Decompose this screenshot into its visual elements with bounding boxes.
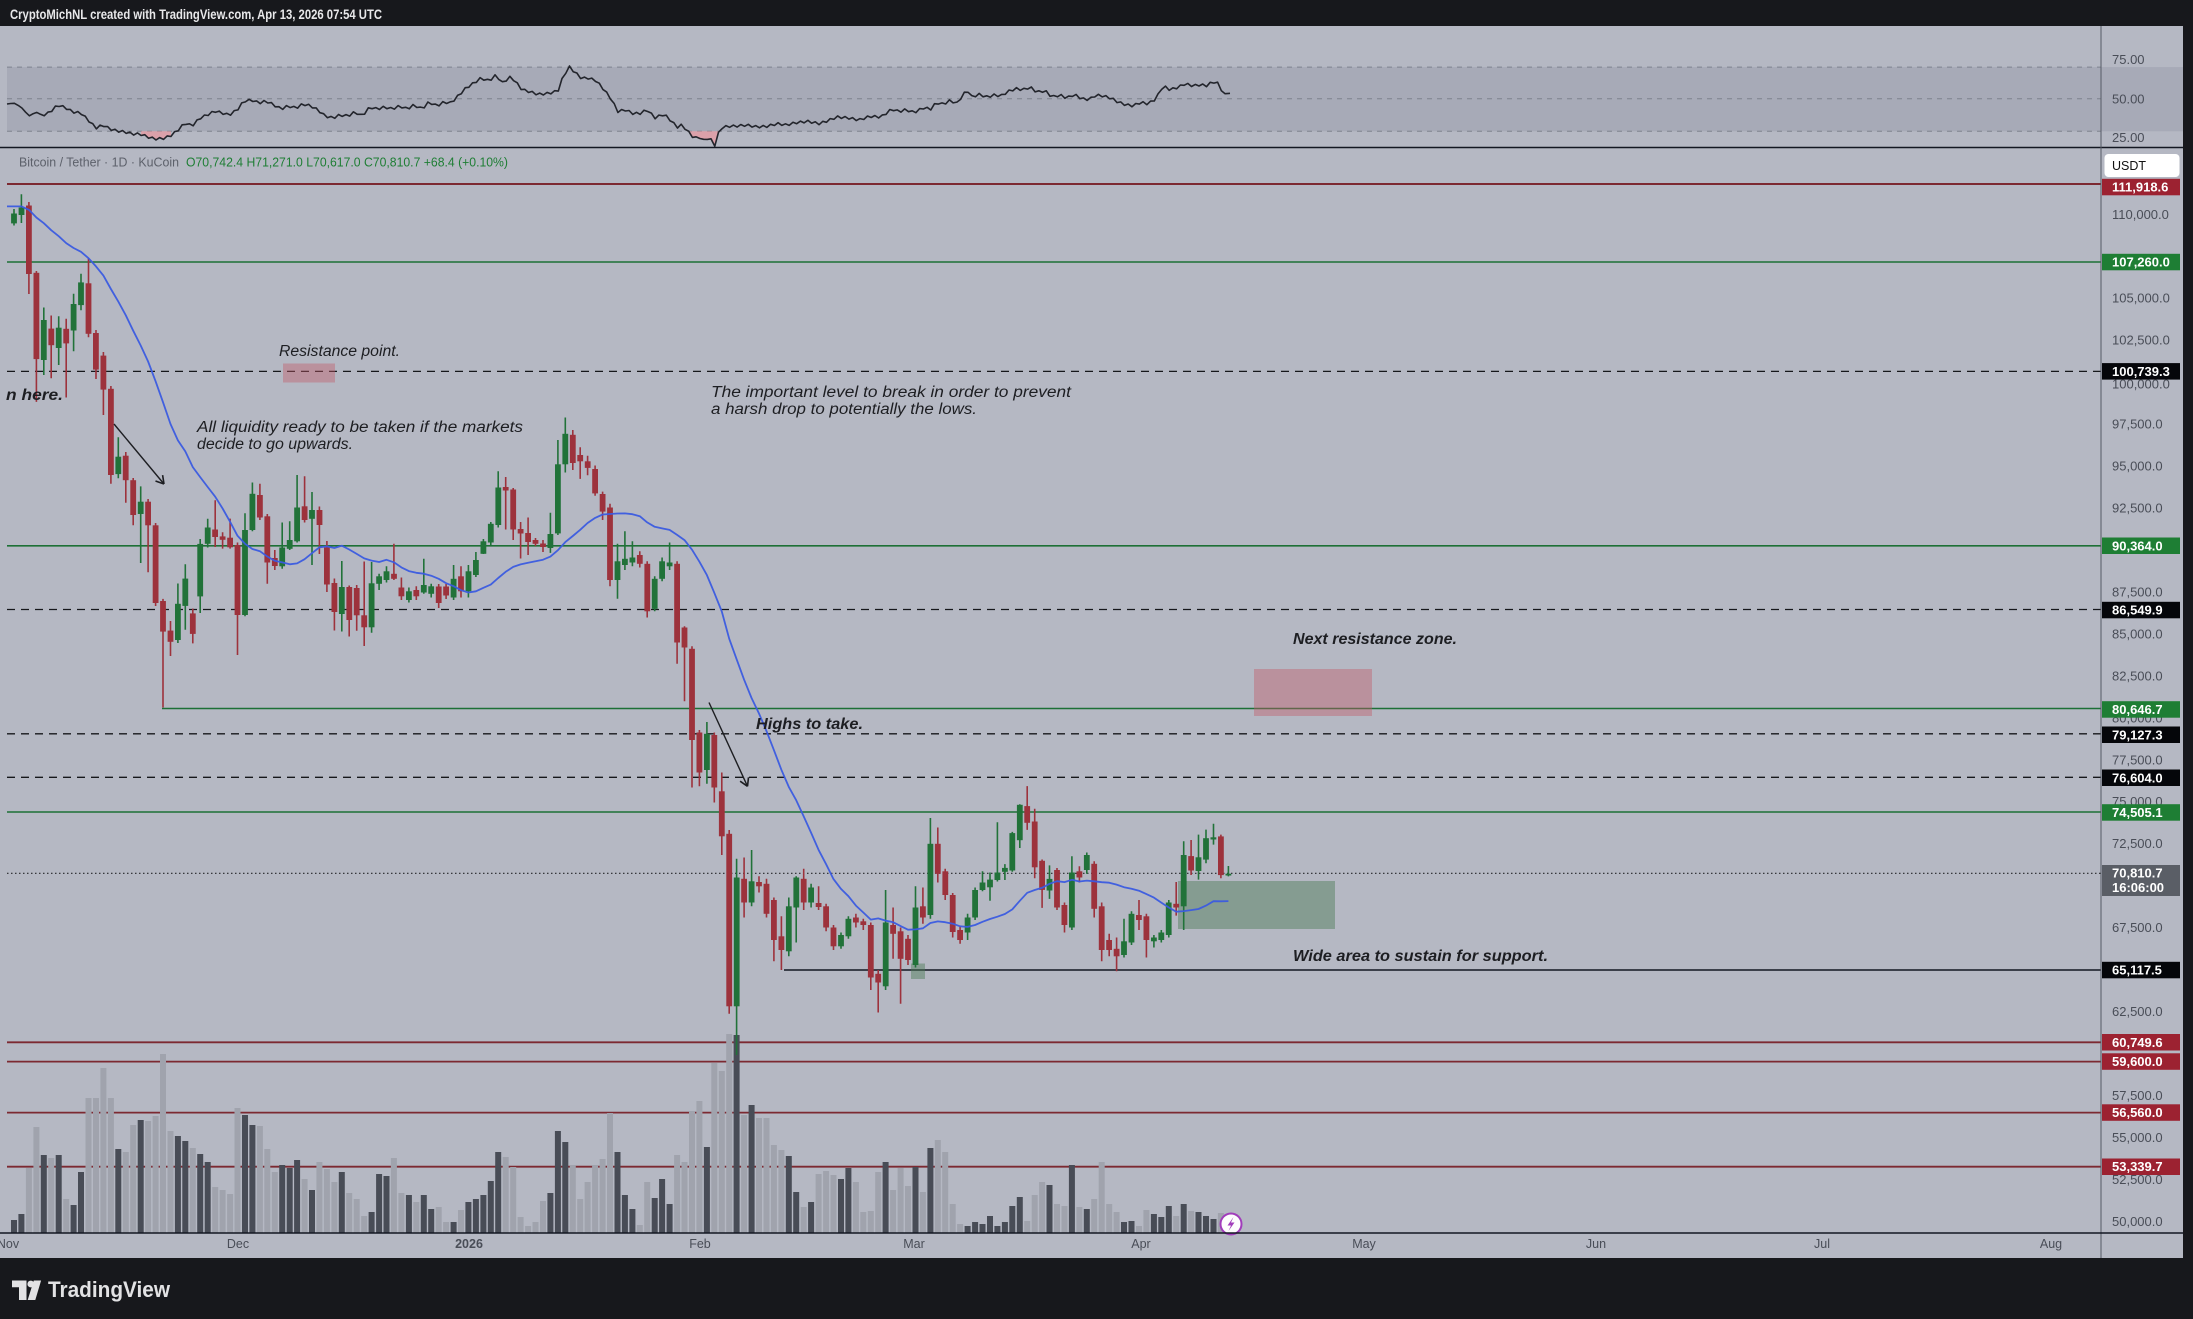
svg-text:111,918.6: 111,918.6: [2112, 180, 2168, 195]
svg-text:2026: 2026: [455, 1237, 483, 1251]
svg-text:72,500.0: 72,500.0: [2112, 836, 2163, 851]
svg-text:102,500.0: 102,500.0: [2112, 333, 2170, 348]
svg-text:Resistance point.: Resistance point.: [279, 343, 400, 360]
svg-text:Jul: Jul: [1814, 1237, 1830, 1251]
svg-text:Apr: Apr: [1131, 1237, 1150, 1251]
svg-text:25.00: 25.00: [2112, 130, 2145, 145]
svg-text:Mar: Mar: [903, 1237, 925, 1251]
svg-text:Dec: Dec: [227, 1237, 249, 1251]
svg-text:Wide area to sustain for suppo: Wide area to sustain for support.: [1293, 948, 1548, 965]
svg-text:75.00: 75.00: [2112, 52, 2145, 67]
svg-text:74,505.1: 74,505.1: [2112, 805, 2163, 820]
svg-text:53,339.7: 53,339.7: [2112, 1159, 2163, 1174]
svg-text:65,117.5: 65,117.5: [2112, 963, 2162, 978]
svg-text:CryptoMichNL created with Trad: CryptoMichNL created with TradingView.co…: [10, 7, 382, 22]
svg-text:All liquidity ready to be take: All liquidity ready to be taken if the m…: [196, 419, 523, 436]
svg-text:97,500.0: 97,500.0: [2112, 417, 2163, 432]
svg-text:70,810.7: 70,810.7: [2112, 866, 2163, 881]
svg-text:50,000.0: 50,000.0: [2112, 1214, 2163, 1229]
svg-text:Next resistance zone.: Next resistance zone.: [1293, 631, 1457, 648]
svg-text:90,364.0: 90,364.0: [2112, 538, 2163, 553]
svg-text:100,739.3: 100,739.3: [2112, 364, 2170, 379]
svg-text:79,127.3: 79,127.3: [2112, 727, 2163, 742]
svg-text:107,260.0: 107,260.0: [2112, 255, 2170, 270]
svg-text:55,000.0: 55,000.0: [2112, 1130, 2163, 1145]
svg-text:56,560.0: 56,560.0: [2112, 1105, 2163, 1120]
svg-text:95,000.0: 95,000.0: [2112, 459, 2163, 474]
svg-text:Highs to take.: Highs to take.: [756, 716, 863, 733]
svg-text:USDT: USDT: [2112, 159, 2146, 173]
svg-text:Aug: Aug: [2040, 1237, 2062, 1251]
svg-text:decide to go upwards.: decide to go upwards.: [197, 436, 353, 453]
svg-text:a harsh drop to potentially th: a harsh drop to potentially the lows.: [711, 401, 977, 418]
svg-text:Feb: Feb: [689, 1237, 711, 1251]
svg-text:50.00: 50.00: [2112, 91, 2145, 106]
svg-text:86,549.9: 86,549.9: [2112, 603, 2163, 618]
svg-text:100,000.0: 100,000.0: [2112, 377, 2170, 392]
svg-text:Nov: Nov: [0, 1237, 20, 1251]
svg-text:92,500.0: 92,500.0: [2112, 501, 2163, 516]
svg-text:110,000.0: 110,000.0: [2112, 207, 2169, 222]
svg-text:16:06:00: 16:06:00: [2112, 880, 2164, 895]
svg-text:52,500.0: 52,500.0: [2112, 1172, 2163, 1187]
svg-text:60,749.6: 60,749.6: [2112, 1035, 2163, 1050]
svg-text:Bitcoin / Tether · 1D · KuCoin: Bitcoin / Tether · 1D · KuCoin: [19, 155, 179, 170]
svg-text:82,500.0: 82,500.0: [2112, 668, 2163, 683]
svg-text:O70,742.4 H71,271.0 L70,617.0: O70,742.4 H71,271.0 L70,617.0 C70,810.7 …: [186, 155, 508, 170]
svg-text:TradingView: TradingView: [48, 1277, 171, 1302]
svg-text:87,500.0: 87,500.0: [2112, 585, 2163, 600]
svg-text:62,500.0: 62,500.0: [2112, 1004, 2163, 1019]
svg-text:77,500.0: 77,500.0: [2112, 752, 2163, 767]
svg-text:80,646.7: 80,646.7: [2112, 702, 2163, 717]
svg-text:May: May: [1352, 1237, 1376, 1251]
svg-text:59,600.0: 59,600.0: [2112, 1054, 2163, 1069]
svg-text:76,604.0: 76,604.0: [2112, 770, 2163, 785]
svg-text:105,000.0: 105,000.0: [2112, 291, 2170, 306]
svg-text:67,500.0: 67,500.0: [2112, 920, 2163, 935]
svg-text:The important level to break i: The important level to break in order to…: [711, 384, 1072, 401]
svg-text:85,000.0: 85,000.0: [2112, 626, 2163, 641]
svg-text:n here.: n here.: [6, 387, 63, 404]
svg-text:57,500.0: 57,500.0: [2112, 1088, 2163, 1103]
svg-text:Jun: Jun: [1586, 1237, 1606, 1251]
